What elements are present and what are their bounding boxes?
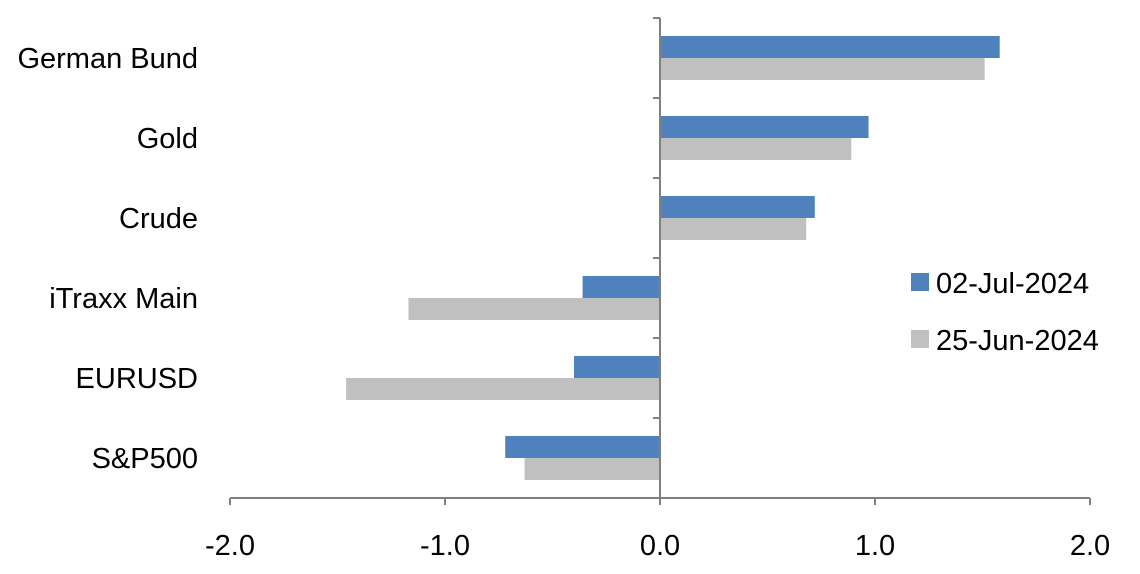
bar-series1 [660,196,815,218]
bar-series2 [408,298,660,320]
legend-swatch [911,273,929,291]
bar-series1 [582,276,660,298]
x-tick-label: 0.0 [640,530,680,562]
x-tick-label: -2.0 [205,530,255,562]
category-label: S&P500 [92,443,198,475]
bar-series1 [505,436,660,458]
bar-series2 [660,218,807,240]
x-tick-label: 1.0 [855,530,895,562]
category-label: iTraxx Main [49,283,198,315]
category-label: German Bund [17,43,198,75]
bar-series2 [346,378,660,400]
bar-series2 [660,138,852,160]
bar-series2 [660,58,985,80]
legend-label: 25-Jun-2024 [936,325,1099,357]
category-label: EURUSD [76,363,198,395]
legend-label: 02-Jul-2024 [936,268,1089,300]
category-label: Crude [119,203,198,235]
legend-swatch [911,330,929,348]
bar-series1 [660,116,869,138]
bar-series1 [660,36,1000,58]
bar-series2 [524,458,660,480]
x-tick-label: 2.0 [1070,530,1110,562]
bar-series1 [574,356,660,378]
category-label: Gold [137,123,198,155]
x-tick-label: -1.0 [420,530,470,562]
